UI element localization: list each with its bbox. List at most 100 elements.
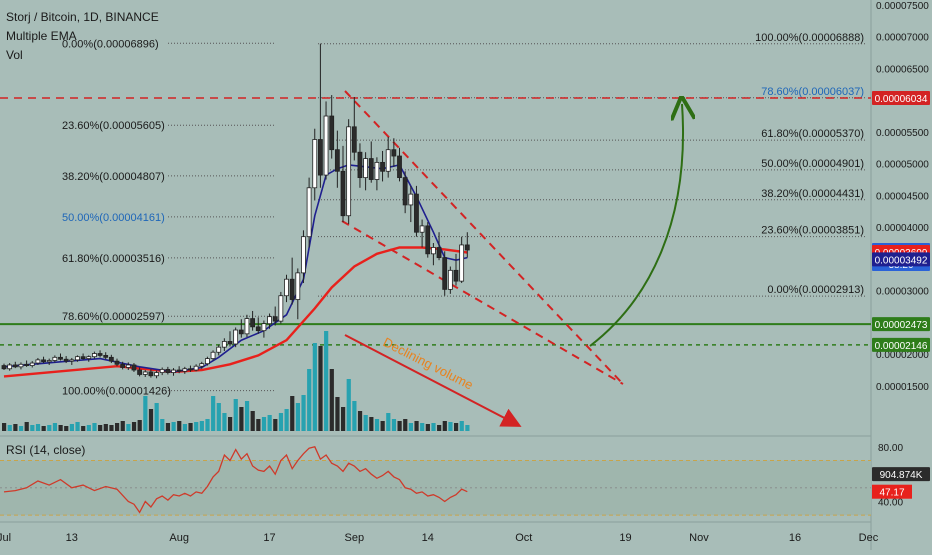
candle[interactable] [238,319,244,338]
candle[interactable] [295,268,301,320]
volume-bar [160,419,165,431]
candle-body [120,363,126,368]
candle[interactable] [188,365,193,372]
candle[interactable] [329,95,335,159]
candle[interactable] [346,119,352,224]
candle[interactable] [148,369,154,378]
wedge-lower-line[interactable] [341,220,624,385]
candle[interactable] [442,251,448,296]
candle[interactable] [402,171,408,214]
volume-bar [431,423,436,431]
candle[interactable] [204,356,210,366]
candle[interactable] [368,141,374,183]
candle[interactable] [306,177,312,248]
candle[interactable] [142,370,148,378]
candle[interactable] [137,367,143,377]
ema-slow-line [3,246,468,378]
candle[interactable] [63,356,69,364]
candle[interactable] [69,357,75,365]
candle[interactable] [176,366,182,374]
candle[interactable] [108,354,114,364]
candle[interactable] [165,366,171,375]
candle[interactable] [419,219,425,248]
candle[interactable] [97,350,103,358]
candle[interactable] [18,362,24,370]
candle-body [374,161,380,180]
candle[interactable] [210,350,216,361]
candle[interactable] [363,152,369,191]
candle[interactable] [414,185,419,237]
candle[interactable] [7,363,13,371]
candle[interactable] [125,362,131,371]
candle[interactable] [244,314,250,338]
candle[interactable] [391,138,397,167]
candle[interactable] [351,96,357,161]
volume-bar [13,424,18,431]
candle[interactable] [340,145,346,223]
breakout-target-arrow[interactable] [589,104,683,347]
wedge-upper-line[interactable] [344,90,624,385]
candle[interactable] [357,143,363,188]
candle[interactable] [29,361,35,368]
candle[interactable] [24,360,30,367]
candle[interactable] [447,266,453,294]
candle[interactable] [267,313,272,329]
candle[interactable] [120,361,126,370]
candle[interactable] [233,327,239,348]
candle[interactable] [272,306,278,326]
candle[interactable] [317,43,323,188]
candle[interactable] [459,236,465,284]
candle[interactable] [289,257,295,305]
candle[interactable] [92,351,97,359]
candle[interactable] [80,353,86,360]
candle[interactable] [425,222,431,258]
candle[interactable] [385,136,391,178]
symbol-title: Storj / Bitcoin, 1D, BINANCE [6,10,159,24]
candle[interactable] [380,150,385,182]
candle[interactable] [86,355,92,362]
candle[interactable] [154,370,159,379]
candle[interactable] [114,358,120,367]
candle[interactable] [1,363,7,371]
price-axis-tick: 0.00005000 [876,160,929,171]
candle[interactable] [255,317,261,334]
candle[interactable] [35,357,41,365]
declining-volume-arrow[interactable] [344,334,522,427]
candle[interactable] [182,366,188,374]
candle[interactable] [261,320,267,338]
candle[interactable] [436,232,442,261]
candle-body [425,225,431,255]
candle[interactable] [159,367,165,376]
candle-body [35,359,41,364]
candle[interactable] [46,358,52,365]
candle[interactable] [221,338,227,351]
candle[interactable] [171,368,176,376]
candle[interactable] [199,361,205,369]
candle[interactable] [430,243,436,266]
candle[interactable] [464,232,470,258]
candle[interactable] [334,130,340,188]
candle[interactable] [103,352,109,360]
candle[interactable] [323,101,329,180]
candle[interactable] [408,185,414,223]
candle[interactable] [193,364,199,372]
candle[interactable] [227,331,233,347]
candle[interactable] [216,344,222,356]
candle[interactable] [52,355,58,363]
time-axis-tick: Oct [515,532,532,544]
candle[interactable] [301,230,306,284]
candle[interactable] [284,274,289,303]
candle[interactable] [131,363,137,372]
candle[interactable] [250,310,256,331]
candle[interactable] [41,356,46,364]
candle[interactable] [312,128,318,201]
candle[interactable] [75,355,80,362]
candle-body [289,278,295,300]
candle[interactable] [278,291,284,324]
candle[interactable] [58,353,63,361]
candle[interactable] [12,361,18,369]
candle[interactable] [374,157,380,191]
candle[interactable] [453,253,459,286]
candle[interactable] [397,147,402,182]
